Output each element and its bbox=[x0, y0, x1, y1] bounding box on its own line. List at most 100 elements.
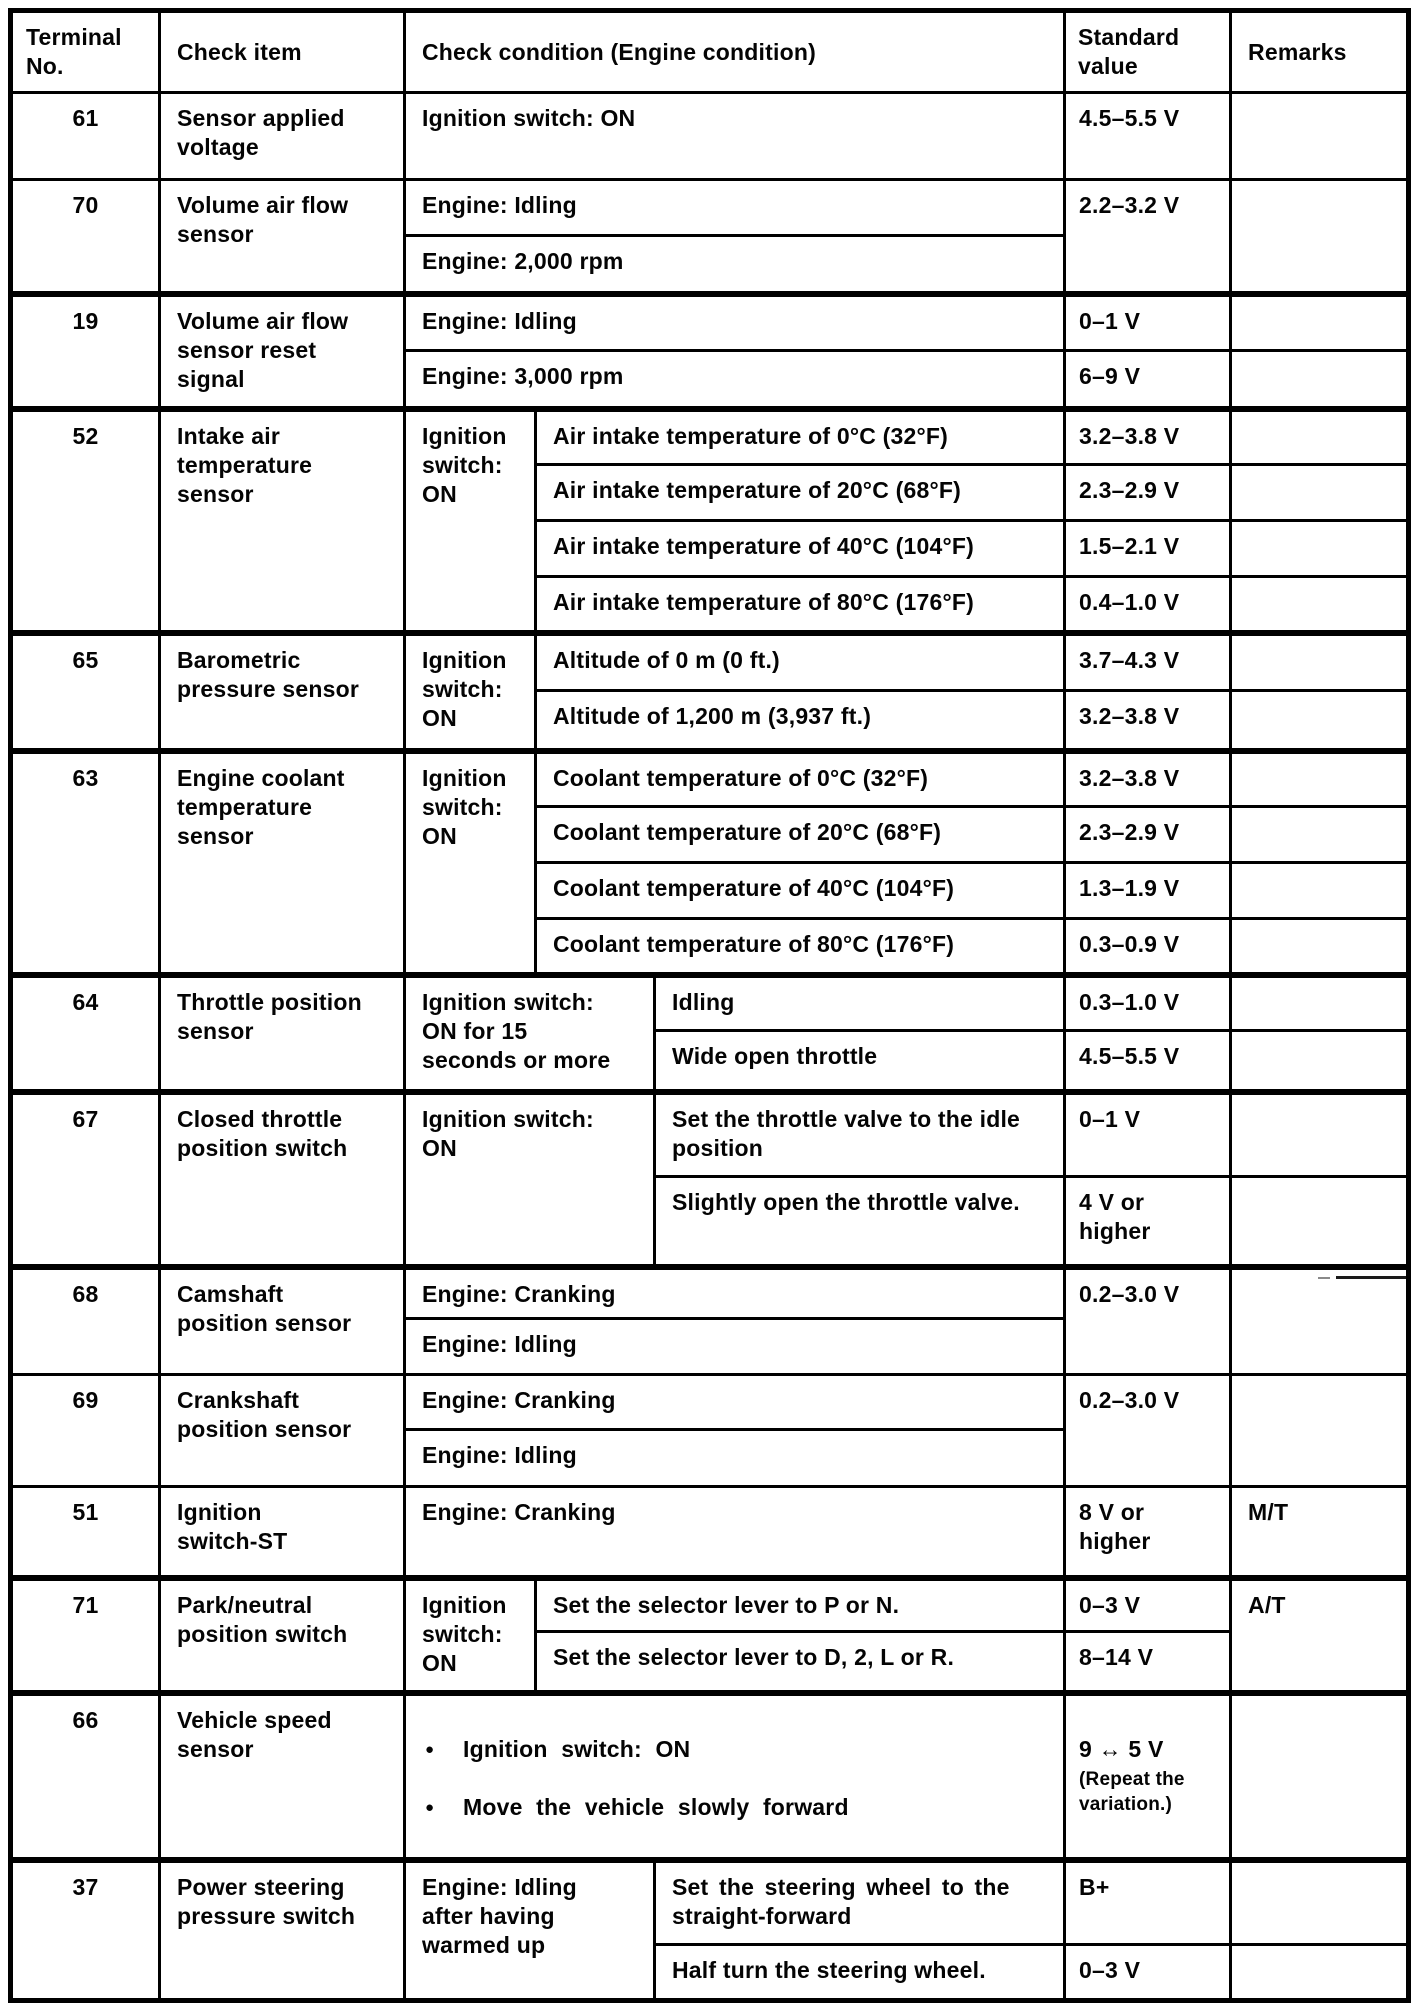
check-condition-cell: Engine: Idling bbox=[402, 290, 1067, 352]
standard-value-cell: 3.2–3.8 V bbox=[1063, 689, 1233, 752]
bullet-line: ● Move the vehicle slowly forward bbox=[422, 1793, 1055, 1822]
remarks-cell bbox=[1229, 805, 1411, 864]
standard-value-cell: 0.3–0.9 V bbox=[1063, 917, 1233, 976]
check-condition-cell: Ignition switch: ON for 15 seconds or mo… bbox=[403, 971, 656, 1093]
standard-value-cell: 2.3–2.9 V bbox=[1063, 805, 1233, 864]
check-condition-cell: Engine: Idling bbox=[402, 178, 1067, 237]
check-item-cell: Throttle position sensor bbox=[158, 971, 406, 1093]
check-condition-sub-cell: Air intake temperature of 80°C (176°F) bbox=[533, 575, 1067, 634]
check-item-cell: Power steering pressure switch bbox=[158, 1856, 406, 2002]
check-condition-cell: Engine: 2,000 rpm bbox=[402, 234, 1067, 295]
standard-value-cell: 1.5–2.1 V bbox=[1063, 519, 1233, 578]
remarks-cell bbox=[1229, 689, 1411, 752]
scan-artifact bbox=[1318, 1277, 1330, 1279]
check-condition-cell: Ignition switch: ON bbox=[403, 747, 537, 976]
terminal-no-cell: 61 bbox=[9, 91, 161, 181]
header-check-item: Check item bbox=[158, 9, 406, 94]
terminal-no-cell: 67 bbox=[9, 1088, 161, 1268]
check-condition-cell: Engine: Idling bbox=[402, 1317, 1067, 1376]
standard-value-cell: 0.4–1.0 V bbox=[1063, 575, 1233, 634]
terminal-no-cell: 70 bbox=[9, 178, 161, 295]
check-item-cell: Park/neutral position switch bbox=[158, 1574, 406, 1694]
terminal-no-cell: 63 bbox=[9, 747, 161, 976]
standard-value-cell: 0.2–3.0 V bbox=[1063, 1263, 1233, 1376]
remarks-cell bbox=[1229, 463, 1411, 522]
check-item-cell: Volume air flow sensor bbox=[158, 178, 406, 295]
standard-value-cell: 2.3–2.9 V bbox=[1063, 463, 1233, 522]
check-condition-cell: Engine: Cranking bbox=[402, 1263, 1067, 1320]
remarks-cell bbox=[1229, 1373, 1411, 1488]
terminal-no-cell: 51 bbox=[9, 1485, 161, 1579]
bullet-text: Ignition switch: ON bbox=[463, 1735, 691, 1762]
remarks-cell bbox=[1229, 917, 1411, 976]
standard-value-cell: 0–1 V bbox=[1063, 290, 1233, 352]
bullet-icon: ● bbox=[425, 1740, 435, 1758]
check-condition-cell: Engine: Idling bbox=[402, 1428, 1067, 1488]
terminal-no-cell: 37 bbox=[9, 1856, 161, 2002]
terminal-no-cell: 65 bbox=[9, 629, 161, 752]
check-item-cell: Vehicle speed sensor bbox=[158, 1689, 406, 1861]
standard-value-cell: 0–3 V bbox=[1063, 1574, 1233, 1633]
standard-value-note: (Repeat the variation.) bbox=[1079, 1768, 1185, 1815]
terminal-no-cell: 68 bbox=[9, 1263, 161, 1376]
check-condition-sub-cell: Idling bbox=[652, 971, 1067, 1032]
check-condition-sub-cell: Half turn the steering wheel. bbox=[652, 1943, 1067, 2002]
remarks-cell bbox=[1229, 519, 1411, 578]
check-condition-cell: ● Ignition switch: ON ● Move the vehicle… bbox=[402, 1689, 1067, 1861]
header-check-condition: Check condition (Engine condition) bbox=[402, 9, 1067, 94]
remarks-cell bbox=[1229, 1943, 1411, 2002]
terminal-no-cell: 69 bbox=[9, 1373, 161, 1488]
check-condition-sub-cell: Coolant temperature of 0°C (32°F) bbox=[533, 747, 1067, 808]
standard-value-cell: 3.7–4.3 V bbox=[1063, 629, 1233, 692]
check-condition-sub-cell: Set the selector lever to P or N. bbox=[533, 1574, 1067, 1633]
check-item-cell: Engine coolant temperature sensor bbox=[158, 747, 406, 976]
check-item-cell: Volume air flow sensor reset signal bbox=[158, 290, 406, 410]
header-standard-value: Standard value bbox=[1063, 9, 1233, 94]
check-item-cell: Crankshaft position sensor bbox=[158, 1373, 406, 1488]
terminal-no-cell: 71 bbox=[9, 1574, 161, 1694]
standard-value-cell: 1.3–1.9 V bbox=[1063, 861, 1233, 920]
remarks-cell bbox=[1229, 861, 1411, 920]
standard-value-cell: 8 V or higher bbox=[1063, 1485, 1233, 1579]
check-condition-cell: Ignition switch: ON bbox=[403, 1574, 537, 1694]
check-condition-cell: Ignition switch: ON bbox=[403, 1088, 656, 1268]
bullet-icon: ● bbox=[425, 1798, 435, 1816]
check-condition-sub-cell: Set the throttle valve to the idle posit… bbox=[652, 1088, 1067, 1178]
standard-value-cell: 4 V or higher bbox=[1063, 1175, 1233, 1268]
check-item-cell: Barometric pressure sensor bbox=[158, 629, 406, 752]
check-condition-sub-cell: Wide open throttle bbox=[652, 1029, 1067, 1093]
check-condition-sub-cell: Altitude of 1,200 m (3,937 ft.) bbox=[533, 689, 1067, 752]
remarks-cell bbox=[1229, 405, 1411, 466]
check-condition-cell: Engine: 3,000 rpm bbox=[402, 349, 1067, 410]
header-terminal-no: Terminal No. bbox=[9, 9, 161, 94]
check-condition-sub-cell: Air intake temperature of 20°C (68°F) bbox=[533, 463, 1067, 522]
standard-value-cell: 2.2–3.2 V bbox=[1063, 178, 1233, 295]
check-condition-sub-cell: Set the steering wheel to the straight-f… bbox=[652, 1856, 1067, 1946]
check-condition-cell: Engine: Cranking bbox=[402, 1485, 1067, 1579]
standard-value-cell: 4.5–5.5 V bbox=[1063, 91, 1233, 181]
check-item-cell: Ignition switch-ST bbox=[158, 1485, 406, 1579]
check-condition-cell: Ignition switch: ON bbox=[403, 405, 537, 634]
standard-value-cell: 3.2–3.8 V bbox=[1063, 405, 1233, 466]
remarks-cell: A/T bbox=[1229, 1574, 1411, 1694]
check-condition-sub-cell: Altitude of 0 m (0 ft.) bbox=[533, 629, 1067, 692]
standard-value-cell: 8–14 V bbox=[1063, 1630, 1233, 1694]
remarks-cell bbox=[1229, 971, 1411, 1032]
check-item-cell: Camshaft position sensor bbox=[158, 1263, 406, 1376]
scan-artifact bbox=[1336, 1276, 1406, 1279]
remarks-cell bbox=[1229, 1856, 1411, 1946]
remarks-cell bbox=[1229, 290, 1411, 352]
standard-value-cell: 0–1 V bbox=[1063, 1088, 1233, 1178]
standard-value-cell: B+ bbox=[1063, 1856, 1233, 1946]
remarks-cell bbox=[1229, 1175, 1411, 1268]
bullet-line: ● Ignition switch: ON bbox=[422, 1735, 1055, 1764]
standard-value-cell: 4.5–5.5 V bbox=[1063, 1029, 1233, 1093]
check-item-cell: Intake air temperature sensor bbox=[158, 405, 406, 634]
check-condition-cell: Ignition switch: ON bbox=[403, 629, 537, 752]
check-condition-cell: Engine: Idling after having warmed up bbox=[403, 1856, 656, 2002]
check-condition-cell: Engine: Cranking bbox=[402, 1373, 1067, 1431]
terminal-no-cell: 64 bbox=[9, 971, 161, 1093]
remarks-cell bbox=[1229, 91, 1411, 181]
terminal-voltage-check-table: Terminal No. Check item Check condition … bbox=[8, 8, 1412, 2003]
